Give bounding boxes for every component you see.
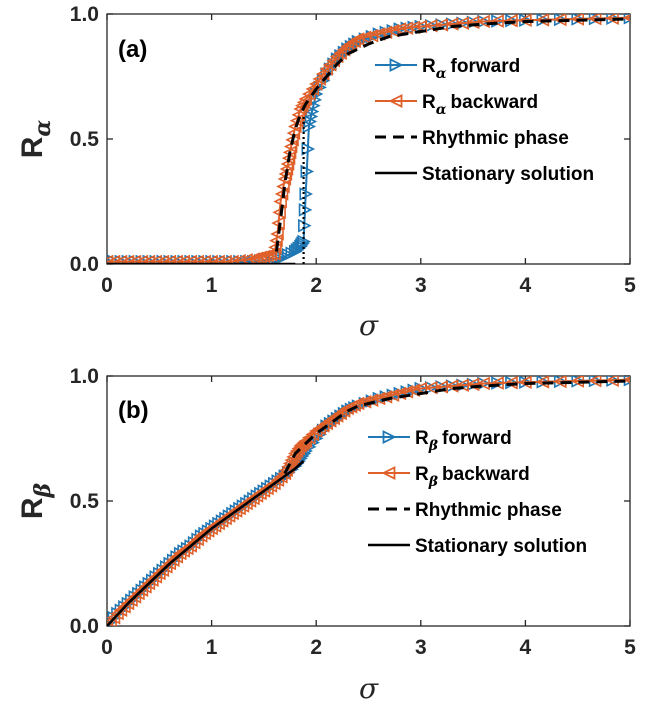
series-marker — [239, 253, 253, 264]
series-marker — [134, 254, 149, 264]
panel-a: 0 1 2 3 4 5 0.0 0.5 1.0 σ Rα (a) Rα forward Rα backward… — [16, 3, 636, 342]
series-marker — [476, 14, 490, 29]
y-tick-label: 0.0 — [70, 253, 99, 276]
series-marker — [294, 239, 308, 254]
panel-label: (a) — [118, 36, 147, 63]
y-tick-label: 1.0 — [70, 3, 99, 26]
x-axis-label: σ — [359, 309, 379, 342]
series-line-rhythmic — [283, 379, 630, 475]
y-axis-label: Rβ — [16, 482, 56, 519]
series-marker — [148, 254, 163, 264]
series-marker — [162, 254, 177, 264]
series-marker — [176, 254, 191, 264]
series-marker — [204, 254, 218, 264]
y-tick-label: 1.0 — [70, 365, 99, 388]
series-marker — [293, 102, 307, 116]
legend-marker — [388, 94, 403, 108]
series-marker — [406, 20, 421, 35]
legend-label: Rα backward — [422, 92, 538, 118]
x-tick-label: 1 — [206, 636, 218, 659]
series-marker — [263, 248, 278, 262]
series-marker — [298, 203, 313, 217]
series-marker — [304, 109, 319, 124]
series-marker — [183, 254, 197, 264]
series-marker — [270, 227, 284, 241]
legend-marker — [381, 466, 396, 480]
legend-label: Stationary solution — [415, 536, 587, 557]
series-marker — [284, 453, 299, 467]
series-marker — [399, 21, 414, 35]
series-marker — [303, 114, 318, 129]
series-marker — [225, 254, 239, 264]
legend-label: Stationary solution — [422, 164, 594, 185]
series-marker — [287, 119, 302, 134]
series-marker — [302, 119, 317, 134]
x-tick-label: 0 — [101, 274, 113, 297]
series-marker — [273, 194, 287, 209]
x-tick-label: 2 — [310, 274, 322, 297]
legend-marker — [389, 58, 404, 72]
x-tick-label: 4 — [520, 636, 532, 659]
series-marker — [197, 254, 211, 264]
series-line-stationary — [107, 460, 305, 626]
legend-label: Rα forward — [422, 56, 520, 82]
plot-area — [107, 376, 630, 626]
series-marker — [299, 187, 314, 201]
y-tick-label: 0.5 — [70, 490, 100, 513]
series-marker — [107, 254, 121, 264]
series-marker — [301, 142, 316, 156]
series-marker — [476, 376, 490, 391]
y-axis-label-text: Rα — [16, 120, 56, 159]
x-tick-label: 2 — [310, 636, 322, 659]
series-line-rhythmic — [275, 17, 630, 252]
series-marker — [113, 254, 128, 264]
x-tick-label: 1 — [206, 274, 218, 297]
legend-label: Rβ backward — [415, 464, 530, 490]
y-tick-label: 0.5 — [70, 128, 100, 151]
series-marker — [169, 254, 184, 264]
series-marker — [296, 236, 310, 250]
series-marker — [211, 254, 225, 264]
series-marker — [300, 164, 315, 179]
x-tick-label: 3 — [415, 636, 427, 659]
x-tick-label: 5 — [624, 274, 636, 297]
y-axis-label: Rα — [16, 120, 56, 159]
plot-area — [107, 14, 630, 264]
series-marker — [301, 87, 316, 101]
series-marker — [392, 22, 407, 36]
series-marker — [120, 254, 135, 264]
legend-label: Rβ forward — [415, 428, 512, 454]
series-marker — [141, 254, 156, 264]
panel-b: 0 1 2 3 4 5 0.0 0.5 1.0 σ Rβ (b) Rβ forward Rβ backward… — [16, 365, 636, 705]
legend-label: Rhythmic phase — [415, 500, 562, 521]
series-marker — [127, 254, 142, 264]
series-marker — [190, 254, 204, 264]
series-marker — [240, 254, 254, 264]
x-axis-label: σ — [359, 672, 379, 705]
x-tick-label: 4 — [520, 274, 532, 297]
series-marker — [295, 238, 309, 252]
y-axis-label-text: Rβ — [16, 482, 56, 519]
panel-label: (b) — [118, 397, 149, 424]
legend: Rα forward Rα backward Rhythmic phase Station… — [375, 56, 594, 185]
x-tick-label: 5 — [624, 636, 636, 659]
y-tick-label: 0.0 — [70, 615, 99, 638]
series-marker — [267, 247, 281, 261]
series-marker — [218, 254, 232, 264]
legend: Rβ forward Rβ backward Rhythmic phase Station… — [368, 428, 587, 557]
series-marker — [155, 254, 170, 264]
x-tick-label: 3 — [415, 274, 427, 297]
legend-label: Rhythmic phase — [422, 128, 569, 149]
series-marker — [107, 254, 114, 264]
legend-marker — [382, 430, 397, 444]
x-tick-label: 0 — [101, 636, 113, 659]
